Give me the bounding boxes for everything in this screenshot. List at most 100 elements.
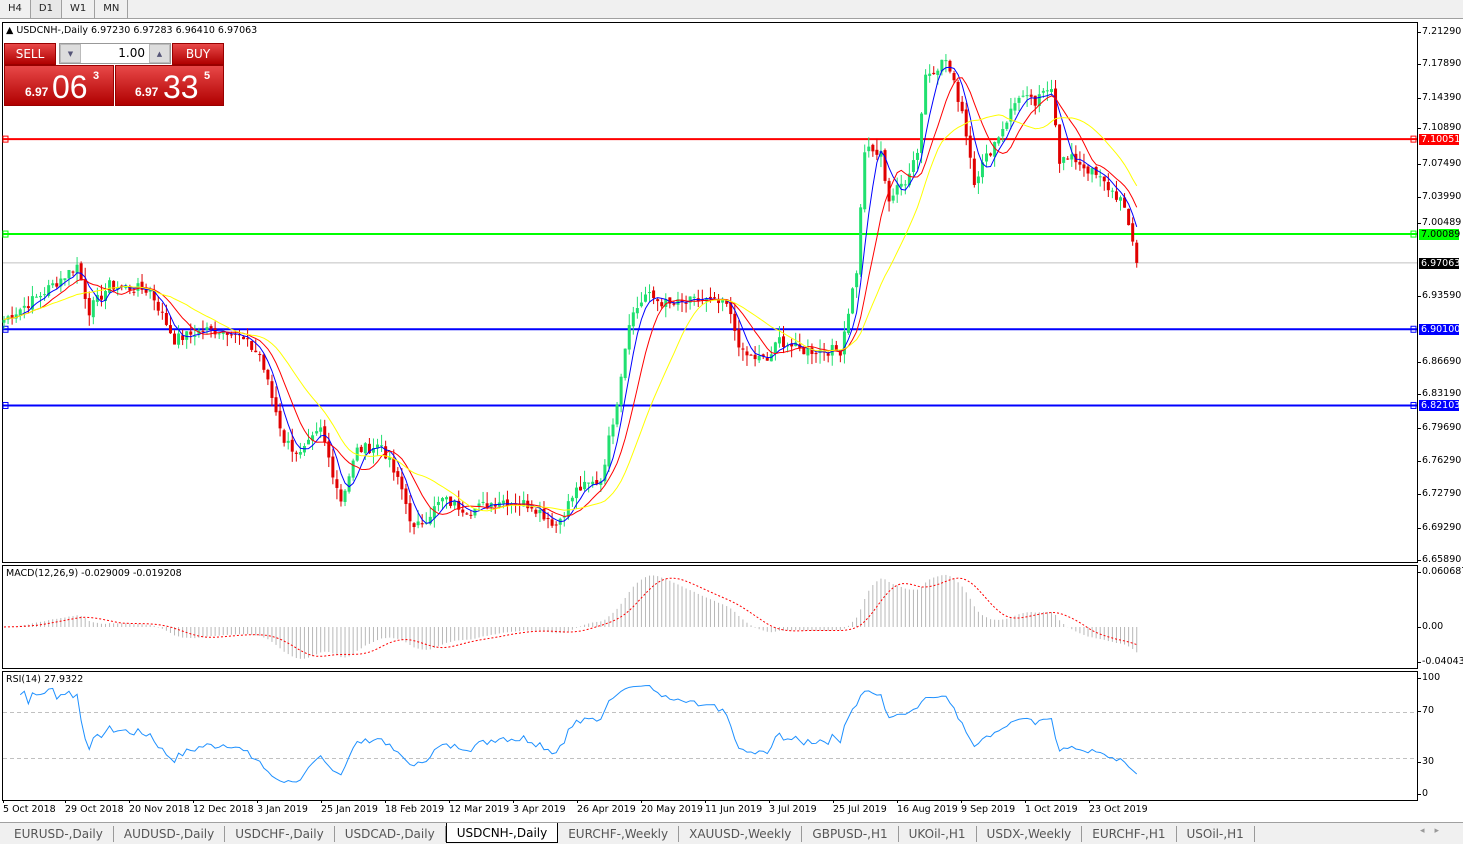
- time-axis-label: 3 Jan 2019: [257, 800, 308, 815]
- candle-body: [278, 410, 282, 429]
- sell-price[interactable]: 6.97 06 3: [4, 65, 114, 106]
- candle-body: [920, 113, 924, 153]
- candle-body: [1086, 166, 1090, 174]
- candle-body: [1102, 176, 1106, 182]
- candle-body: [733, 313, 737, 331]
- time-axis-label: 16 Aug 2019: [897, 800, 958, 815]
- candle-body: [189, 331, 193, 335]
- candle-body: [643, 294, 647, 302]
- lot-size-stepper[interactable]: ▼ 1.00 ▲: [59, 43, 171, 64]
- candle-body: [851, 288, 855, 314]
- candle-body: [688, 296, 692, 303]
- candle-body: [838, 350, 842, 356]
- buy-button[interactable]: BUY: [172, 43, 224, 65]
- candle-body: [554, 524, 558, 526]
- candle-body: [782, 336, 786, 347]
- candle-body: [380, 445, 384, 447]
- candle-body: [270, 381, 274, 398]
- candle-body: [635, 308, 639, 314]
- candle-body: [209, 326, 213, 329]
- candle-body: [757, 355, 761, 361]
- chart-tab[interactable]: AUDUSD-,Daily: [114, 826, 226, 842]
- candle-body: [1119, 197, 1122, 201]
- candle-body: [201, 330, 205, 332]
- candle-body: [436, 501, 440, 506]
- candle-body: [769, 354, 773, 362]
- chart-tab[interactable]: EURCHF-,H1: [1082, 826, 1177, 842]
- candle-body: [842, 331, 846, 355]
- line-handle: [1410, 135, 1417, 143]
- candle-body: [481, 501, 485, 503]
- candle-body: [39, 295, 43, 298]
- candle-body: [538, 509, 542, 514]
- price-axis-tick: 7.00489: [1417, 217, 1462, 229]
- candle-body: [826, 353, 830, 356]
- timeframe-w1[interactable]: W1: [62, 0, 96, 18]
- timeframe-h4[interactable]: H4: [0, 0, 31, 18]
- candle-body: [87, 298, 91, 316]
- time-axis-label: 11 Jun 2019: [705, 800, 763, 815]
- chart-tab[interactable]: EURUSD-,Daily: [4, 826, 114, 842]
- chart-tab[interactable]: UKOil-,H1: [899, 826, 977, 842]
- candle-body: [79, 263, 83, 281]
- candle-body: [713, 297, 716, 299]
- sell-button[interactable]: SELL: [4, 43, 56, 65]
- macd-axis-zero: 0.00: [1417, 621, 1444, 632]
- candle-body: [193, 335, 197, 337]
- tab-scroll-arrows[interactable]: ◂▸: [1419, 826, 1449, 836]
- candle-body: [181, 335, 185, 341]
- time-axis-label: 1 Oct 2019: [1025, 800, 1078, 815]
- candle-body: [656, 299, 660, 302]
- candle-body: [944, 60, 948, 62]
- candle-body: [469, 514, 473, 516]
- chart-tab[interactable]: USOil-,H1: [1177, 826, 1255, 842]
- lot-size-input[interactable]: 1.00: [118, 46, 145, 60]
- candle-body: [18, 309, 22, 316]
- chart-tab[interactable]: USDCAD-,Daily: [335, 826, 446, 842]
- rsi-axis-30: 30: [1417, 756, 1435, 767]
- candle-body: [67, 270, 71, 279]
- candle-body: [976, 176, 980, 184]
- candle-body: [30, 296, 34, 310]
- rsi-pane[interactable]: [2, 671, 1418, 801]
- chart-tab[interactable]: EURCHF-,Weekly: [558, 826, 680, 842]
- candle-body: [428, 516, 432, 524]
- candle-body: [566, 501, 570, 517]
- chart-tab[interactable]: USDX-,Weekly: [977, 826, 1083, 842]
- line-handle: [1410, 401, 1417, 409]
- candle-body: [704, 298, 708, 302]
- candle-body: [818, 349, 822, 353]
- candle-body: [404, 488, 408, 505]
- buy-price[interactable]: 6.97 33 5: [115, 65, 224, 106]
- candle-body: [1131, 223, 1135, 242]
- candle-body: [1062, 157, 1066, 163]
- candle-body: [639, 302, 643, 307]
- candle-body: [242, 336, 246, 340]
- candle-body: [250, 341, 254, 350]
- candle-body: [311, 435, 315, 441]
- chart-tab[interactable]: GBPUSD-,H1: [802, 826, 899, 842]
- candle-body: [453, 500, 457, 506]
- candle-body: [43, 294, 47, 296]
- price-axis-tick: 6.79690: [1417, 422, 1462, 434]
- rsi-axis-0: 0: [1417, 788, 1429, 799]
- chart-tab[interactable]: USDCHF-,Daily: [225, 826, 335, 842]
- lot-decrease-button[interactable]: ▼: [60, 44, 81, 63]
- chart-title-text: USDCNH-,Daily 6.97230 6.97283 6.96410 6.…: [16, 25, 258, 36]
- chart-tab[interactable]: USDCNH-,Daily: [445, 823, 559, 843]
- candle-body: [282, 430, 286, 443]
- chart-tab[interactable]: XAUUSD-,Weekly: [679, 826, 803, 842]
- timeframe-mn[interactable]: MN: [95, 0, 129, 18]
- candle-body: [156, 301, 160, 311]
- candle-body: [587, 482, 591, 484]
- candle-body: [185, 331, 189, 340]
- lot-increase-button[interactable]: ▲: [149, 44, 170, 63]
- candle-body: [997, 137, 1001, 144]
- timeframe-d1[interactable]: D1: [30, 0, 62, 18]
- candle-body: [246, 338, 250, 340]
- moving-average-20: [3, 114, 1138, 512]
- candle-body: [367, 443, 371, 454]
- candle-body: [1001, 128, 1005, 137]
- candle-body: [1029, 94, 1033, 97]
